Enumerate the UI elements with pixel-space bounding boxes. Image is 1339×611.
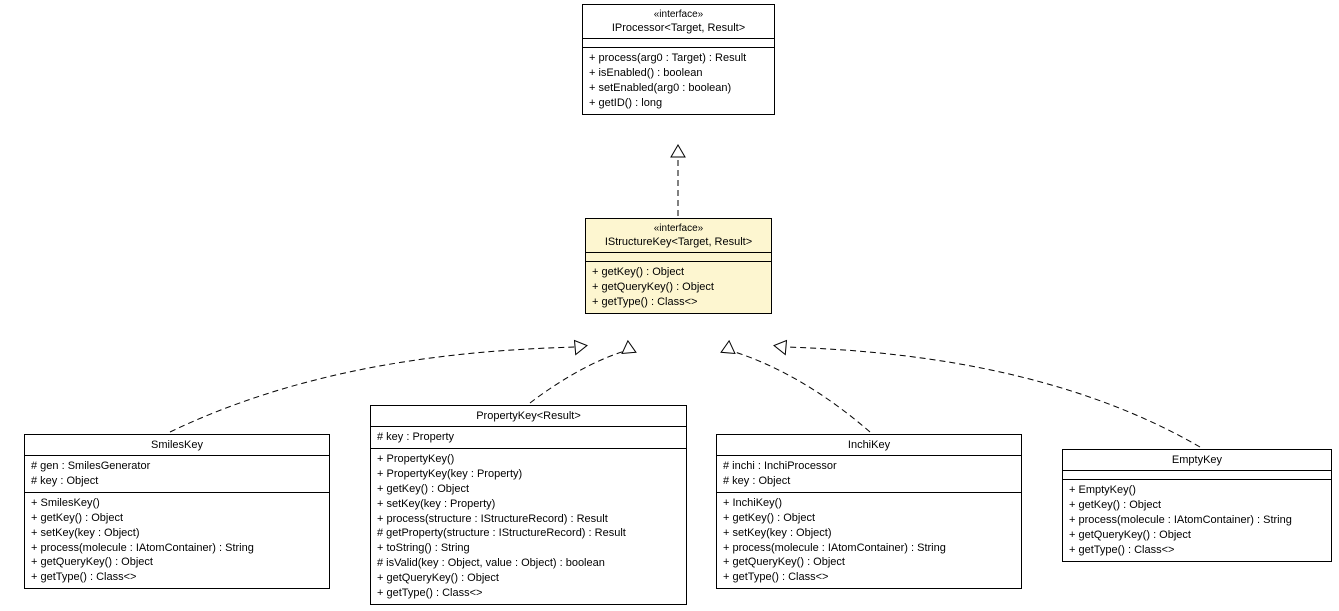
method: + isEnabled() : boolean (589, 66, 768, 81)
method: + getKey() : Object (723, 511, 1015, 526)
class-name-label: EmptyKey (1069, 453, 1325, 467)
method: # getProperty(structure : IStructureReco… (377, 526, 680, 541)
method: + toString() : String (377, 541, 680, 556)
arrowhead (773, 339, 786, 354)
method: + getKey() : Object (592, 265, 765, 280)
arrowhead (721, 341, 739, 359)
method: + setKey(key : Object) (723, 526, 1015, 541)
realization-edge (786, 347, 1200, 447)
class-name-label: IStructureKey<Target, Result> (592, 235, 765, 249)
method: + setKey(key : Object) (31, 526, 323, 541)
class-title: InchiKey (717, 435, 1021, 456)
attributes-compartment: # inchi : InchiProcessor# key : Object (717, 456, 1021, 493)
method: + process(molecule : IAtomContainer) : S… (723, 541, 1015, 556)
method: + getQueryKey() : Object (592, 280, 765, 295)
method: + process(molecule : IAtomContainer) : S… (1069, 513, 1325, 528)
realization-edge (732, 351, 870, 432)
method: + getType() : Class<> (592, 295, 765, 310)
method: + setKey(key : Property) (377, 497, 680, 512)
class-smileskey: SmilesKey # gen : SmilesGenerator# key : … (24, 434, 330, 589)
method: + EmptyKey() (1069, 483, 1325, 498)
method: + process(molecule : IAtomContainer) : S… (31, 541, 323, 556)
method: + process(arg0 : Target) : Result (589, 51, 768, 66)
class-title: «interface»IStructureKey<Target, Result> (586, 219, 771, 253)
attributes-compartment: # gen : SmilesGenerator# key : Object (25, 456, 329, 493)
class-name-label: SmilesKey (31, 438, 323, 452)
attribute: # gen : SmilesGenerator (31, 459, 323, 474)
method: + SmilesKey() (31, 496, 323, 511)
attribute: # key : Object (723, 474, 1015, 489)
class-propertykey: PropertyKey<Result> # key : Property + Pro… (370, 405, 687, 605)
stereotype-label: «interface» (589, 8, 768, 21)
methods-compartment: + SmilesKey()+ getKey() : Object+ setKey… (25, 493, 329, 588)
method: + getID() : long (589, 96, 768, 111)
class-istructurekey: «interface»IStructureKey<Target, Result>… (585, 218, 772, 314)
method: + getType() : Class<> (31, 570, 323, 585)
attributes-compartment (1063, 471, 1331, 480)
methods-compartment: + EmptyKey()+ getKey() : Object+ process… (1063, 480, 1331, 560)
method: + getType() : Class<> (723, 570, 1015, 585)
stereotype-label: «interface» (592, 222, 765, 235)
class-name-label: PropertyKey<Result> (377, 409, 680, 423)
method: + getQueryKey() : Object (1069, 528, 1325, 543)
method: + getQueryKey() : Object (377, 571, 680, 586)
attributes-compartment (586, 253, 771, 262)
method: + setEnabled(arg0 : boolean) (589, 81, 768, 96)
class-title: PropertyKey<Result> (371, 406, 686, 427)
arrowhead (671, 145, 685, 157)
class-name-label: IProcessor<Target, Result> (589, 21, 768, 35)
class-iprocessor: «interface»IProcessor<Target, Result> + p… (582, 4, 775, 115)
attributes-compartment (583, 39, 774, 48)
class-title: SmilesKey (25, 435, 329, 456)
class-title: EmptyKey (1063, 450, 1331, 471)
attribute: # inchi : InchiProcessor (723, 459, 1015, 474)
attribute: # key : Property (377, 430, 680, 445)
method: # isValid(key : Object, value : Object) … (377, 556, 680, 571)
method: + getQueryKey() : Object (31, 555, 323, 570)
arrowhead (618, 341, 636, 359)
methods-compartment: + InchiKey()+ getKey() : Object+ setKey(… (717, 493, 1021, 588)
class-name-label: InchiKey (723, 438, 1015, 452)
method: + getType() : Class<> (1069, 543, 1325, 558)
method: + getType() : Class<> (377, 586, 680, 601)
method: + getKey() : Object (31, 511, 323, 526)
method: + getKey() : Object (1069, 498, 1325, 513)
arrowhead (574, 339, 587, 354)
methods-compartment: + getKey() : Object+ getQueryKey() : Obj… (586, 262, 771, 313)
class-title: «interface»IProcessor<Target, Result> (583, 5, 774, 39)
methods-compartment: + PropertyKey()+ PropertyKey(key : Prope… (371, 449, 686, 603)
method: + getQueryKey() : Object (723, 555, 1015, 570)
realization-edge (530, 351, 625, 403)
method: + process(structure : IStructureRecord) … (377, 512, 680, 527)
attribute: # key : Object (31, 474, 323, 489)
method: + PropertyKey(key : Property) (377, 467, 680, 482)
attributes-compartment: # key : Property (371, 427, 686, 449)
class-emptykey: EmptyKey+ EmptyKey()+ getKey() : Object+… (1062, 449, 1332, 562)
method: + PropertyKey() (377, 452, 680, 467)
methods-compartment: + process(arg0 : Target) : Result+ isEna… (583, 48, 774, 113)
method: + InchiKey() (723, 496, 1015, 511)
method: + getKey() : Object (377, 482, 680, 497)
class-inchikey: InchiKey # inchi : InchiProcessor# key : … (716, 434, 1022, 589)
